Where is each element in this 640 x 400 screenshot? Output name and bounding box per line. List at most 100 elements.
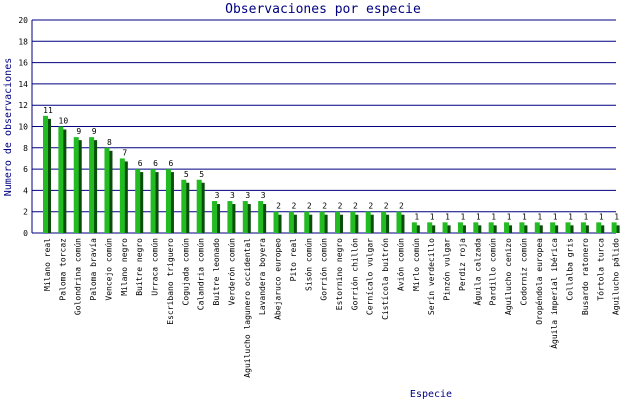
bar-shadow	[276, 214, 282, 233]
bar	[150, 169, 156, 233]
x-tick-label: Buitre negro	[135, 238, 144, 296]
x-tick-label: Tórtola turca	[595, 238, 605, 301]
bar-shadow	[153, 172, 159, 233]
x-tick-label: Calandria común	[197, 238, 206, 310]
data-label: 2	[384, 202, 389, 211]
x-tick-label: Oropéndola europea	[534, 238, 544, 325]
data-label: 2	[276, 202, 281, 211]
bar	[442, 222, 448, 233]
bar	[381, 211, 387, 233]
bar-shadow	[399, 214, 405, 233]
bar	[596, 222, 602, 233]
bar	[227, 201, 233, 233]
y-axis-ticks: 0 2 4 6 8 10 12 14 16 18 20	[18, 16, 28, 238]
x-tick-label: Mirlo común	[412, 238, 421, 291]
data-label: 1	[430, 212, 435, 221]
bar	[165, 169, 171, 233]
data-label: 1	[568, 212, 573, 221]
y-tick-label: 6	[23, 165, 28, 174]
x-tick-label: Perdiz roja	[458, 238, 467, 291]
data-label: 6	[169, 159, 174, 168]
gridlines	[31, 19, 616, 234]
y-tick-label: 14	[18, 80, 28, 89]
bar-shadow	[199, 182, 205, 233]
data-label: 2	[399, 202, 404, 211]
x-tick-label: Aguilucho lagunero occidental	[243, 238, 252, 378]
bar	[89, 137, 95, 233]
y-tick-label: 8	[23, 144, 28, 153]
bar	[304, 211, 310, 233]
bar	[580, 222, 586, 233]
bar	[181, 179, 187, 233]
x-tick-label: Águila calzada	[471, 238, 482, 306]
bar-shadow	[92, 140, 98, 233]
data-label: 2	[338, 202, 343, 211]
bar	[488, 222, 494, 233]
bar	[519, 222, 525, 233]
data-label: 6	[138, 159, 143, 168]
bar	[396, 211, 402, 233]
x-tick-label: Verderón común	[226, 238, 236, 306]
x-tick-label: Milano negro	[120, 238, 129, 296]
bar-shadow	[107, 150, 113, 233]
data-label: 6	[153, 159, 158, 168]
y-tick-label: 18	[18, 37, 28, 46]
data-label: 8	[107, 138, 112, 147]
data-label: 3	[215, 191, 220, 200]
data-label: 1	[614, 212, 619, 221]
bar	[473, 222, 479, 233]
bar-shadow	[507, 225, 513, 233]
chart-title: Observaciones por especie	[225, 2, 421, 17]
bar-shadow	[614, 225, 620, 233]
bar	[135, 169, 141, 233]
bar-shadow	[491, 225, 497, 233]
bar	[43, 115, 48, 233]
bar-shadow	[537, 225, 543, 233]
data-label: 1	[445, 212, 450, 221]
bar-shadow	[215, 204, 221, 233]
data-label: 1	[507, 212, 512, 221]
y-tick-label: 12	[18, 101, 28, 110]
data-label: 11	[43, 106, 53, 115]
data-label: 3	[230, 191, 235, 200]
bar-shadow	[460, 225, 466, 233]
bar-shadow	[445, 225, 451, 233]
x-tick-label: Codorniz común	[519, 238, 528, 306]
bar	[273, 211, 279, 233]
bar-shadow	[599, 225, 605, 233]
bar-shadow	[46, 118, 51, 233]
bar	[212, 201, 218, 233]
y-tick-label: 10	[18, 123, 28, 132]
x-tick-label: Aguilucho cenizo	[504, 238, 513, 315]
bar	[288, 211, 294, 233]
bar	[350, 211, 356, 233]
data-label: 2	[322, 202, 327, 211]
data-label: 1	[537, 212, 542, 221]
data-label: 3	[245, 191, 250, 200]
bar	[550, 222, 556, 233]
bar-shadow	[122, 161, 128, 233]
bar	[427, 222, 433, 233]
data-label: 1	[599, 212, 604, 221]
bar	[504, 222, 510, 233]
bar	[457, 222, 463, 233]
data-label: 2	[353, 202, 358, 211]
x-tick-label: Escribano triguero	[166, 238, 175, 325]
data-label: 9	[76, 127, 81, 136]
x-tick-label: Cernícalo vulgar	[366, 238, 375, 315]
bar	[534, 222, 540, 233]
x-tick-label: Avión común	[395, 238, 405, 291]
x-tick-label: Lavandera boyera	[258, 238, 267, 315]
y-tick-label: 2	[23, 208, 28, 217]
x-tick-label: Pinzón vulgar	[442, 238, 452, 301]
bar-shadow	[168, 172, 174, 233]
x-axis-categories: Milano real Paloma torcaz Golondrina común…	[43, 238, 621, 378]
bar-shadow	[230, 204, 236, 233]
x-tick-label: Vencejo común	[104, 238, 113, 301]
bar-shadow	[568, 225, 574, 233]
x-tick-label: Pito real	[289, 238, 298, 282]
x-tick-label: Busardo ratonero	[581, 238, 590, 315]
bar-shadow	[553, 225, 559, 233]
data-label: 1	[522, 212, 527, 221]
